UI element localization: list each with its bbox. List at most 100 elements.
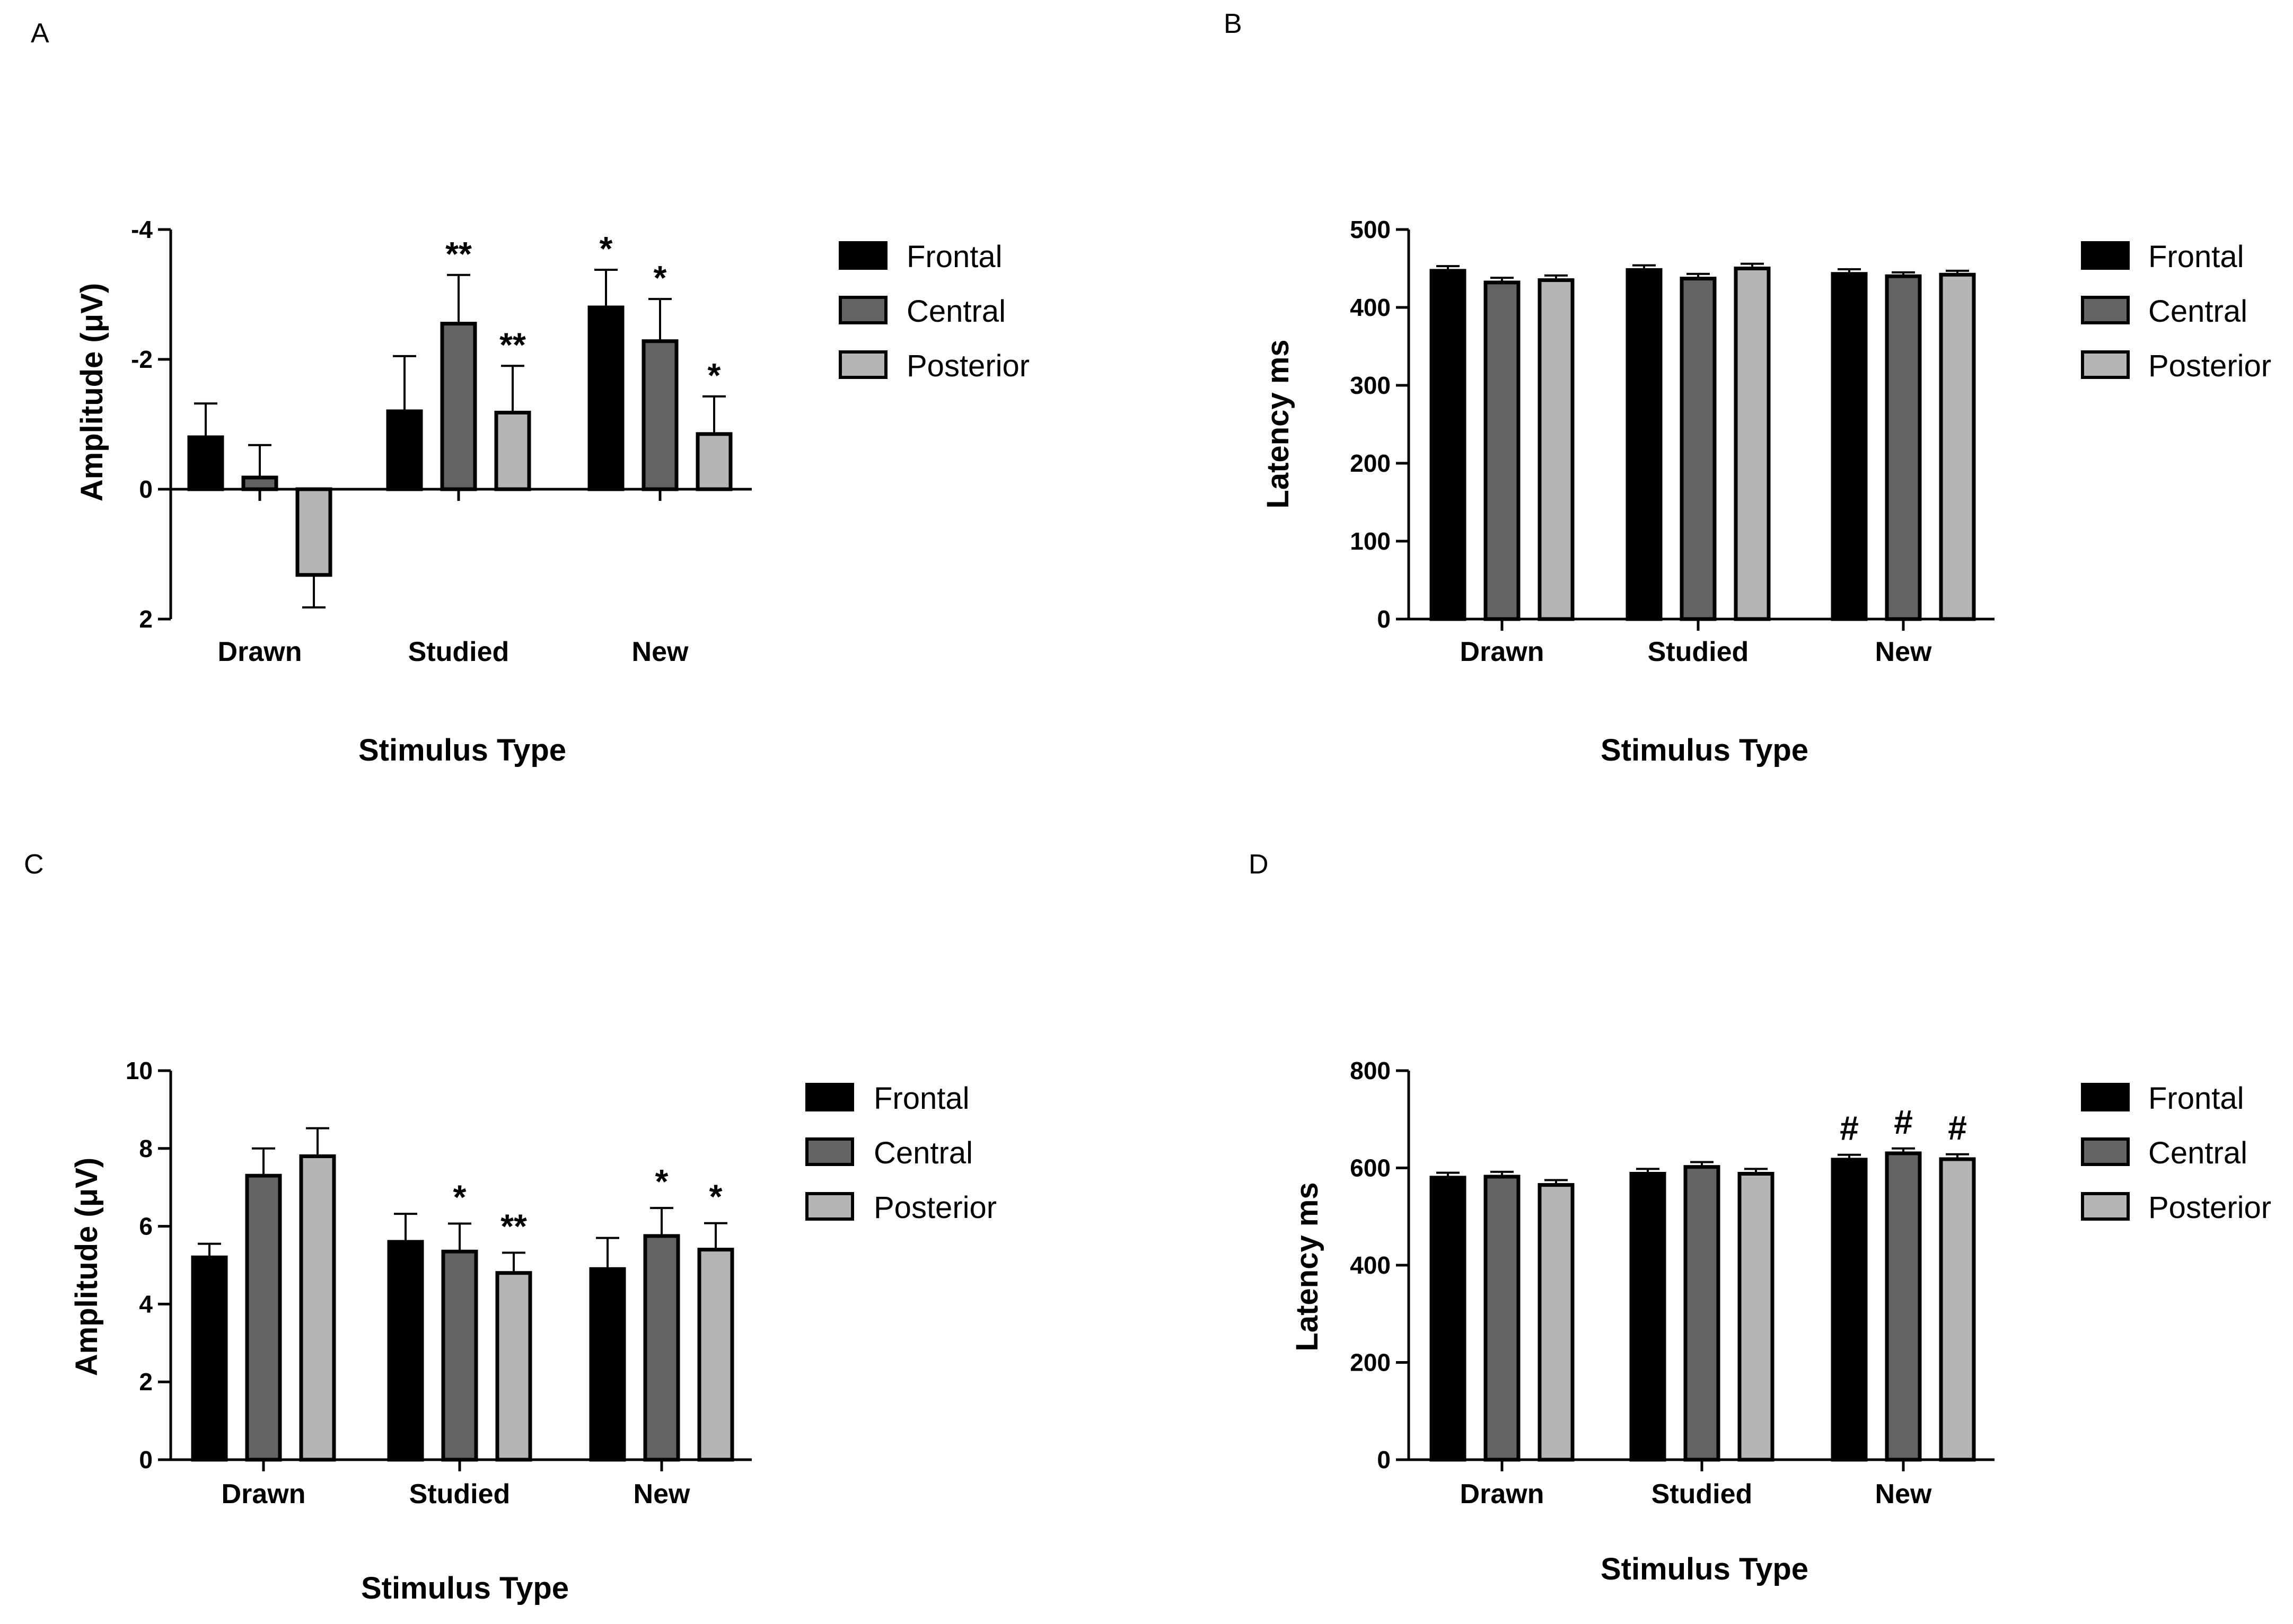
panel-c-legend-posterior: Posterior — [874, 1190, 997, 1225]
panel-b-y-tick-label: 300 — [1350, 372, 1391, 399]
panel-c-x-axis-title: Stimulus Type — [361, 1571, 569, 1605]
panel-b-legend-swatch-central — [2081, 296, 2130, 324]
panel-c-category-label: New — [634, 1479, 690, 1510]
panel-b: B 0 100 200 300 400 500 Drawn Studied New Latenc… — [1224, 8, 2271, 767]
panel-d-x-axis-title: Stimulus Type — [1601, 1552, 1808, 1586]
panel-c-significance-marker: * — [655, 1162, 669, 1201]
panel-d-legend-frontal: Frontal — [2148, 1081, 2244, 1116]
panel-a-bar-central-studied — [440, 322, 477, 491]
panel-a-letter: A — [31, 18, 49, 49]
panel-b-y-tick-label: 0 — [1377, 605, 1391, 633]
panel-b-bar-frontal-new — [1831, 272, 1868, 621]
panel-a-legend-swatch-central — [839, 296, 888, 324]
panel-b-letter: B — [1224, 8, 1242, 39]
panel-c-bar-posterior-studied — [495, 1271, 532, 1462]
panel-d-plot: 0 200 400 600 800 Drawn Studied New # # # — [1350, 1057, 1995, 1510]
panel-d-bar-central-studied — [1683, 1165, 1720, 1462]
panel-d-bar-posterior-drawn — [1538, 1183, 1575, 1462]
panel-d-y-tick-label: 200 — [1350, 1349, 1391, 1376]
panel-b-legend-swatch-frontal — [2081, 241, 2130, 270]
panel-a-bar-posterior-drawn — [295, 487, 332, 577]
panel-c-legend: Frontal Central Posterior — [805, 1081, 997, 1225]
panel-a-bar-frontal-drawn — [187, 435, 224, 491]
panel-b-bar-posterior-drawn — [1538, 278, 1575, 621]
panel-b-category-label: Drawn — [1460, 637, 1544, 667]
panel-a-bar-frontal-studied — [386, 409, 423, 491]
panel-d-y-tick-label: 800 — [1350, 1057, 1391, 1084]
panel-c-category-label: Studied — [409, 1479, 511, 1510]
panel-a-y-tick-label: -2 — [131, 346, 153, 373]
panel-a-legend-swatch-frontal — [839, 241, 888, 270]
panel-d-legend-central: Central — [2148, 1136, 2247, 1170]
panel-d-y-axis-title: Latency ms — [1290, 1182, 1324, 1351]
panel-a-category-label: New — [632, 637, 689, 667]
panel-c-bar-posterior-new — [697, 1248, 734, 1462]
panel-a-category-label: Drawn — [218, 637, 302, 667]
panel-b-y-tick-label: 400 — [1350, 294, 1391, 321]
panel-b-bar-frontal-studied — [1626, 268, 1663, 621]
panel-c-y-tick-label: 0 — [139, 1446, 153, 1473]
panel-a-legend-frontal: Frontal — [907, 240, 1003, 274]
panel-a-category-label: Studied — [408, 637, 509, 667]
panel-c-category-label: Drawn — [222, 1479, 306, 1510]
panel-c-bar-frontal-new — [589, 1267, 626, 1462]
panel-c-y-tick-label: 2 — [139, 1368, 153, 1396]
panel-b-legend: Frontal Central Posterior — [2081, 240, 2271, 383]
panel-c-significance-marker: * — [709, 1178, 723, 1216]
panel-a-significance-marker: ** — [499, 325, 526, 364]
panel-b-category-label: New — [1875, 637, 1932, 667]
panel-b-plot: 0 100 200 300 400 500 Drawn Studied New — [1350, 216, 1995, 667]
panel-c-legend-frontal: Frontal — [874, 1081, 970, 1116]
panel-a-bar-central-new — [642, 339, 679, 491]
panel-a-significance-marker: ** — [445, 235, 472, 273]
panel-d-y-tick-label: 400 — [1350, 1251, 1391, 1279]
panel-b-bar-central-studied — [1680, 277, 1717, 621]
panel-c-significance-marker: * — [453, 1178, 467, 1216]
panel-b-bar-posterior-studied — [1734, 267, 1771, 621]
panel-d-bar-posterior-studied — [1737, 1172, 1774, 1462]
panel-c-legend-central: Central — [874, 1136, 973, 1170]
panel-d-bar-frontal-new — [1831, 1158, 1868, 1462]
panel-d-legend-swatch-frontal — [2081, 1083, 2130, 1111]
panel-a-bar-posterior-studied — [494, 410, 531, 491]
panel-b-y-tick-label: 100 — [1350, 527, 1391, 555]
panel-d-bar-frontal-drawn — [1429, 1176, 1466, 1462]
panel-c-legend-swatch-frontal — [805, 1083, 854, 1111]
panel-a-y-tick-label: -4 — [131, 216, 153, 243]
panel-c-bar-central-drawn — [245, 1173, 282, 1462]
panel-b-legend-swatch-posterior — [2081, 350, 2130, 379]
panel-b-bar-central-new — [1885, 274, 1922, 621]
panel-d-significance-marker: # — [1894, 1103, 1913, 1141]
panel-c-y-tick-label: 4 — [139, 1290, 153, 1318]
panel-a-significance-marker: * — [708, 356, 721, 394]
panel-a-bar-frontal-new — [587, 305, 625, 491]
panel-d-bar-posterior-new — [1939, 1157, 1976, 1462]
panel-a-bar-posterior-new — [696, 432, 733, 491]
panel-d-legend-swatch-posterior — [2081, 1192, 2130, 1221]
panel-c-bar-frontal-studied — [387, 1240, 424, 1462]
panel-c-y-axis-title: Amplitude (μV) — [69, 1158, 104, 1376]
panel-b-bar-posterior-new — [1939, 272, 1976, 621]
panel-a-y-tick-label: 0 — [139, 475, 153, 503]
panel-a-bar-central-drawn — [241, 475, 278, 491]
panel-b-x-axis-title: Stimulus Type — [1601, 733, 1808, 767]
panel-c-bar-central-studied — [441, 1249, 478, 1462]
panel-c-significance-marker: ** — [500, 1207, 527, 1246]
panel-a-significance-marker: * — [654, 259, 667, 297]
panel-a-legend-central: Central — [907, 294, 1006, 329]
panel-c-bar-posterior-drawn — [299, 1154, 336, 1462]
panel-d-bar-frontal-studied — [1629, 1172, 1666, 1462]
panel-c-y-tick-label: 10 — [126, 1057, 153, 1084]
panel-d-y-tick-label: 600 — [1350, 1154, 1391, 1182]
panel-a-y-axis-title: Amplitude (μV) — [75, 283, 109, 501]
panel-d-category-label: New — [1875, 1479, 1932, 1510]
panel-d-category-label: Studied — [1651, 1479, 1753, 1510]
panel-c-y-tick-label: 8 — [139, 1135, 153, 1162]
panel-d-letter: D — [1249, 849, 1269, 880]
panel-d-bar-central-new — [1885, 1151, 1922, 1462]
